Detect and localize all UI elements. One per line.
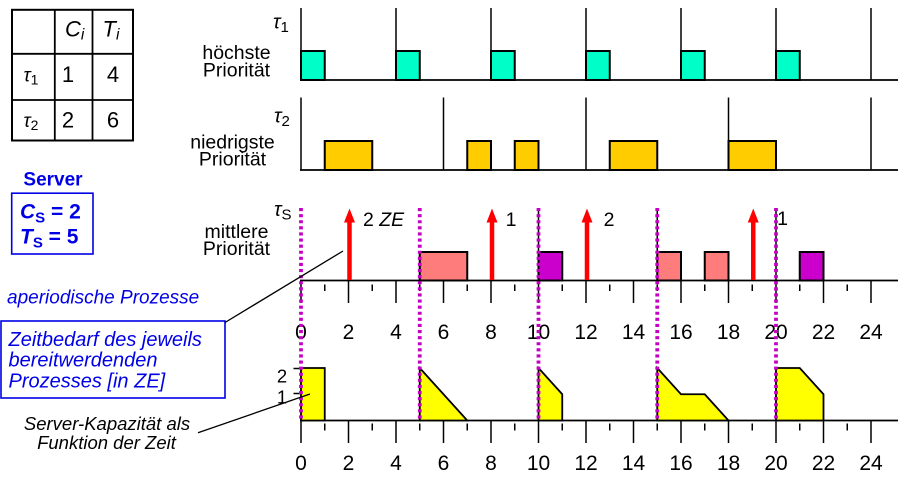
svg-text:niedrigste: niedrigste (190, 132, 275, 154)
svg-text:18: 18 (717, 321, 740, 344)
svg-text:1: 1 (506, 209, 517, 231)
svg-text:10: 10 (527, 452, 550, 475)
svg-text:18: 18 (717, 452, 740, 475)
svg-text:2: 2 (277, 366, 287, 387)
svg-text:2: 2 (343, 321, 355, 344)
svg-text:Priorität: Priorität (203, 60, 271, 82)
svg-text:Ci: Ci (65, 17, 85, 44)
svg-text:Server: Server (23, 169, 83, 190)
svg-text:24: 24 (859, 452, 883, 475)
svg-text:τ1: τ1 (24, 66, 39, 88)
svg-text:16: 16 (669, 452, 692, 475)
svg-text:4: 4 (390, 452, 402, 475)
svg-text:6: 6 (438, 452, 450, 475)
svg-text:14: 14 (622, 452, 646, 475)
svg-text:22: 22 (812, 321, 835, 344)
svg-text:0: 0 (295, 452, 307, 475)
svg-text:4: 4 (107, 62, 119, 87)
svg-text:8: 8 (485, 321, 497, 344)
svg-text:τ2: τ2 (24, 111, 39, 133)
svg-text:2 ZE: 2 ZE (363, 209, 405, 231)
svg-text:bereitwerdenden: bereitwerdenden (9, 350, 158, 372)
svg-text:Server-Kapazität als: Server-Kapazität als (24, 413, 190, 434)
svg-text:6: 6 (438, 321, 450, 344)
svg-text:6: 6 (107, 108, 119, 133)
svg-text:22: 22 (812, 452, 835, 475)
svg-text:τ1: τ1 (273, 12, 289, 37)
svg-text:1: 1 (777, 208, 788, 230)
svg-text:Funktion der Zeit: Funktion der Zeit (37, 432, 177, 453)
svg-text:TS = 5: TS = 5 (20, 226, 79, 252)
svg-text:12: 12 (574, 452, 597, 475)
svg-text:1: 1 (62, 62, 74, 87)
svg-text:Prozesses [in ZE]: Prozesses [in ZE] (9, 371, 166, 393)
svg-text:2: 2 (62, 108, 74, 133)
svg-text:14: 14 (622, 321, 646, 344)
svg-text:2: 2 (343, 452, 355, 475)
svg-text:aperiodische Prozesse: aperiodische Prozesse (7, 288, 199, 309)
svg-text:höchste: höchste (202, 42, 270, 64)
svg-text:mittlere: mittlere (205, 221, 269, 243)
svg-text:1: 1 (277, 387, 287, 408)
svg-text:Priorität: Priorität (199, 149, 267, 171)
svg-text:12: 12 (574, 321, 597, 344)
svg-text:τ2: τ2 (274, 106, 290, 131)
svg-text:CS = 2: CS = 2 (20, 201, 81, 227)
svg-text:τS: τS (274, 199, 292, 224)
svg-text:4: 4 (390, 321, 402, 344)
svg-text:Zeitbedarf des jeweils: Zeitbedarf des jeweils (8, 329, 202, 351)
svg-text:2: 2 (604, 209, 615, 231)
svg-text:Priorität: Priorität (203, 238, 271, 260)
svg-text:Ti: Ti (103, 17, 120, 44)
svg-text:20: 20 (764, 452, 787, 475)
svg-text:8: 8 (485, 452, 497, 475)
svg-text:16: 16 (669, 321, 692, 344)
svg-text:24: 24 (859, 321, 883, 344)
